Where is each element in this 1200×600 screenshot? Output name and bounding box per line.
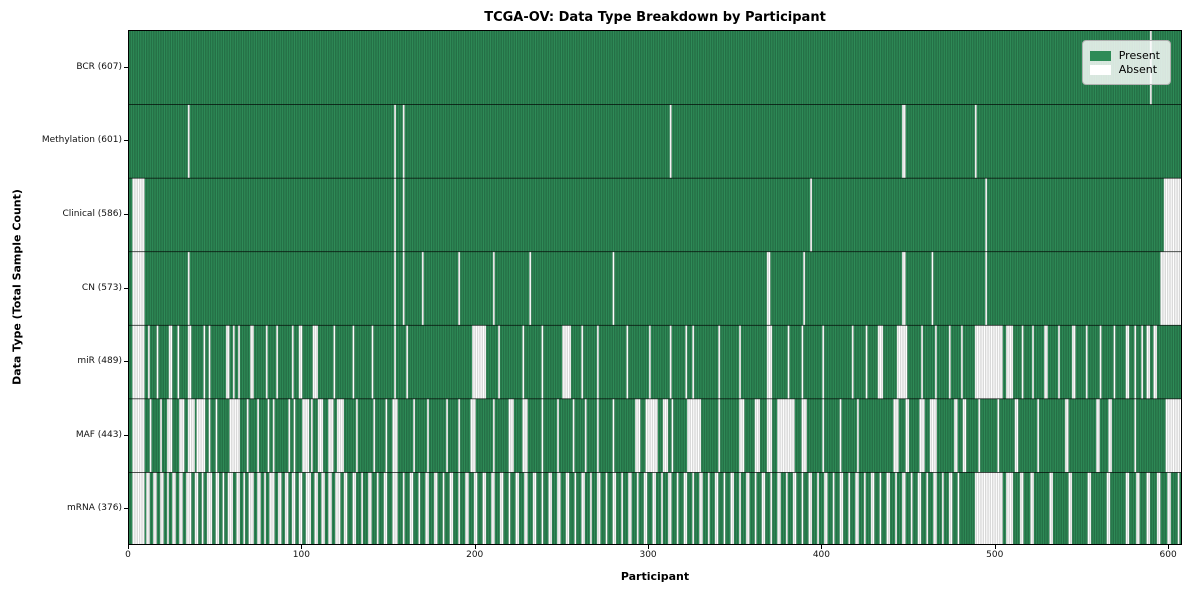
legend-item-present: Present bbox=[1089, 49, 1160, 62]
x-tick-mark bbox=[648, 545, 650, 549]
legend-label-present: Present bbox=[1118, 49, 1160, 62]
x-tick-mark bbox=[1168, 545, 1170, 549]
y-tick-mark bbox=[124, 66, 128, 68]
y-tick-label: Methylation (601) bbox=[41, 135, 122, 146]
y-tick-label: miR (489) bbox=[77, 356, 122, 367]
y-tick-mark bbox=[124, 213, 128, 215]
y-tick-mark bbox=[124, 140, 128, 142]
absent-swatch-icon bbox=[1089, 64, 1111, 75]
x-tick-mark bbox=[474, 545, 476, 549]
x-tick-label: 0 bbox=[125, 550, 131, 560]
x-tick-mark bbox=[821, 545, 823, 549]
y-tick-mark bbox=[124, 434, 128, 436]
x-tick-label: 600 bbox=[1159, 550, 1177, 560]
x-tick-label: 400 bbox=[812, 550, 830, 560]
x-tick-label: 200 bbox=[466, 550, 484, 560]
legend: Present Absent bbox=[1081, 40, 1171, 85]
y-tick-label: CN (573) bbox=[81, 282, 122, 293]
y-tick-mark bbox=[124, 287, 128, 289]
present-swatch-icon bbox=[1089, 50, 1111, 61]
legend-label-absent: Absent bbox=[1118, 63, 1158, 76]
legend-item-absent: Absent bbox=[1089, 63, 1160, 76]
y-tick-label: mRNA (376) bbox=[67, 503, 122, 514]
y-tick-label: BCR (607) bbox=[76, 61, 122, 72]
plot-area: Present Absent bbox=[128, 30, 1182, 545]
x-tick-label: 500 bbox=[986, 550, 1004, 560]
x-tick-mark bbox=[301, 545, 303, 549]
plot-canvas bbox=[129, 31, 1181, 544]
chart-title: TCGA-OV: Data Type Breakdown by Particip… bbox=[484, 10, 826, 25]
y-tick-label: MAF (443) bbox=[75, 429, 122, 440]
x-axis-label: Participant bbox=[620, 570, 690, 583]
x-tick-mark bbox=[994, 545, 996, 549]
y-tick-mark bbox=[124, 508, 128, 510]
x-tick-label: 300 bbox=[639, 550, 657, 560]
x-tick-label: 100 bbox=[292, 550, 310, 560]
y-tick-label: Clinical (586) bbox=[62, 208, 122, 219]
y-tick-mark bbox=[124, 361, 128, 363]
x-tick-mark bbox=[128, 545, 129, 549]
